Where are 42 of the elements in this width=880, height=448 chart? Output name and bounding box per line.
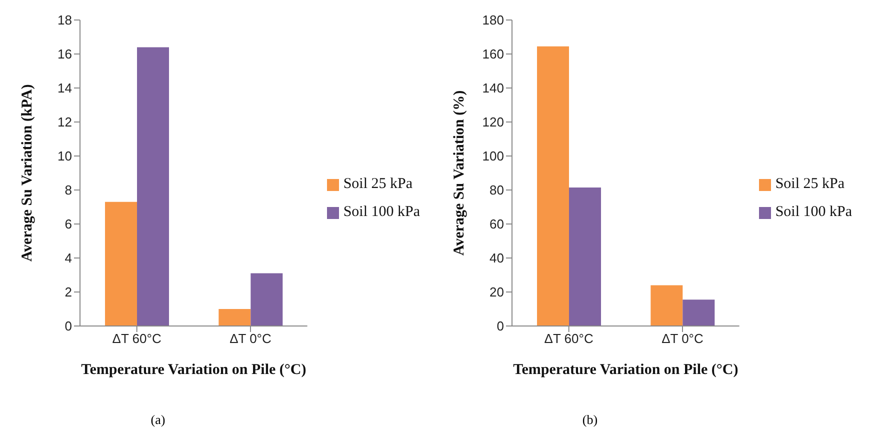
x-tick-label: ΔT 0°C [662,331,704,346]
legend-label: Soil 25 kPa [343,176,412,192]
y-tick-label: 160 [482,46,504,62]
text: (b) [581,412,599,428]
bar [250,273,283,326]
x-axis-title: Temperature Variation on Pile (°C) [513,362,738,378]
y-tick-label: 18 [58,12,72,28]
y-tick-label: 2 [64,284,72,300]
y-tick-label: 6 [64,216,72,232]
y-tick-label: 16 [58,46,72,62]
y-tick-label: 140 [482,80,504,96]
y-tick-label: 100 [482,148,504,164]
bar [537,46,570,326]
legend-label: Soil 100 kPa [343,204,420,220]
y-tick-label: 4 [64,250,72,266]
y-tick-label: 14 [58,80,72,96]
bar [650,285,683,326]
y-tick-label: 0 [64,318,72,334]
y-axis-title: Average Su Variation (kPA) [19,84,36,262]
x-tick-label: ΔT 60°C [112,331,162,346]
y-tick-label: 20 [490,284,504,300]
y-tick-label: 12 [58,114,72,130]
legend-label: Soil 100 kPa [775,204,852,220]
y-tick-label: 40 [490,250,504,266]
y-tick-label: 180 [482,12,504,28]
y-tick-label: 80 [490,182,504,198]
y-axis-title: Average Su Variation (%) [451,90,468,256]
x-axis-title: Temperature Variation on Pile (°C) [81,362,306,378]
y-tick-label: 120 [482,114,504,130]
bar [682,300,715,326]
x-tick-label: ΔT 60°C [544,331,594,346]
bar [218,309,251,326]
bar [569,187,602,326]
y-tick-label: 8 [64,182,72,198]
legend-label: Soil 25 kPa [775,176,844,192]
bar [137,47,170,326]
x-tick-label: ΔT 0°C [230,331,272,346]
text: (a) [150,412,166,428]
y-tick-label: 60 [490,216,504,232]
bar [105,202,138,326]
y-tick-label: 0 [496,318,504,334]
y-tick-label: 10 [58,148,72,164]
